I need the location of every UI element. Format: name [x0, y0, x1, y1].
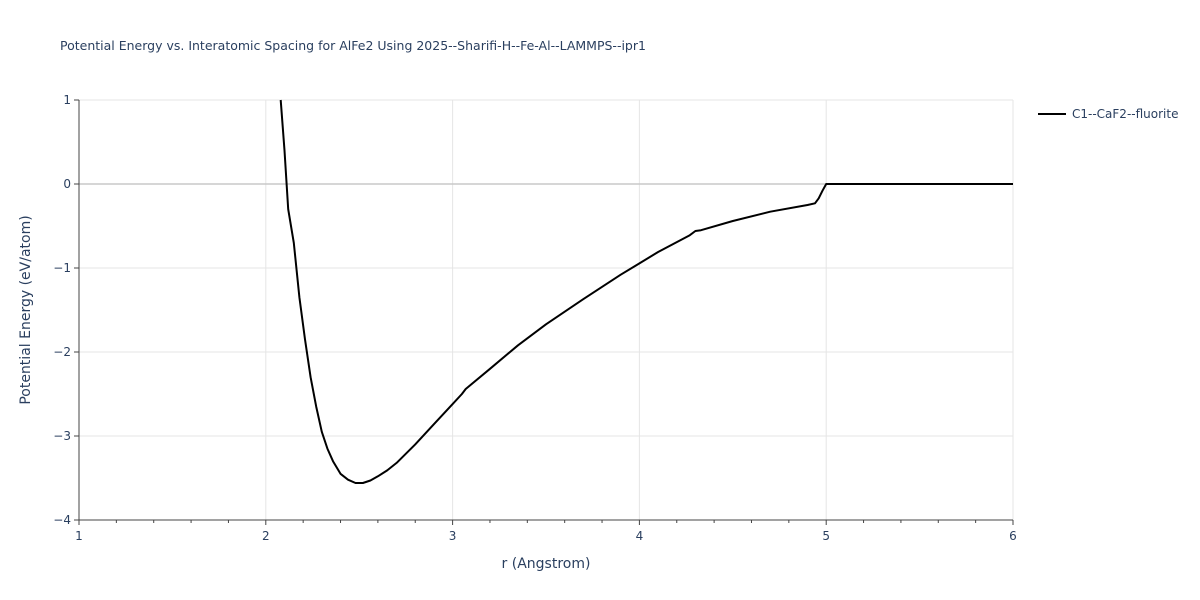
x-axis-label: r (Angstrom)	[502, 556, 591, 572]
x-axis-ticks: 1 2 3 4 5 6	[75, 520, 1017, 543]
y-axis-ticks: 1 0 −1 −2 −3 −4	[53, 93, 79, 527]
chart-title: Potential Energy vs. Interatomic Spacing…	[60, 38, 646, 53]
series-group	[279, 99, 1013, 484]
y-axis-label: Potential Energy (eV/atom)	[18, 215, 34, 404]
y-tick-label: −1	[53, 261, 71, 275]
x-tick-label: 6	[1009, 529, 1017, 543]
x-tick-label: 3	[449, 529, 457, 543]
y-tick-label: −4	[53, 513, 71, 527]
y-tick-label: 1	[63, 93, 71, 107]
x-tick-label: 5	[822, 529, 830, 543]
y-tick-label: −2	[53, 345, 71, 359]
grid	[79, 99, 1014, 520]
series-line-0	[279, 99, 1013, 484]
y-tick-label: 0	[63, 177, 71, 191]
legend[interactable]: C1--CaF2--fluorite	[1038, 107, 1178, 121]
x-tick-label: 4	[636, 529, 644, 543]
y-tick-label: −3	[53, 429, 71, 443]
axes	[78, 100, 1013, 521]
x-tick-label: 2	[262, 529, 270, 543]
legend-label: C1--CaF2--fluorite	[1072, 107, 1178, 121]
x-tick-label: 1	[75, 529, 83, 543]
